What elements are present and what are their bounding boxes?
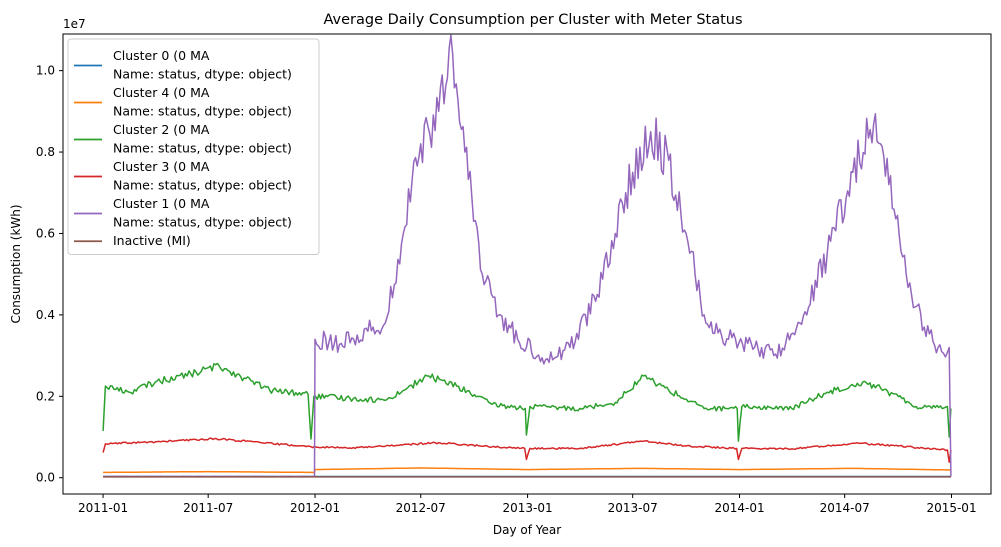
legend-label: Cluster 2 (0 MA Name: status, dtype: obje…: [113, 122, 292, 156]
legend-label: Cluster 0 (0 MA Name: status, dtype: obje…: [113, 48, 292, 82]
x-tick-label: 2012-01: [290, 501, 340, 515]
x-tick-label: 2015-01: [926, 501, 976, 515]
legend-label: Inactive (MI): [113, 233, 191, 248]
plot-area: [102, 34, 952, 478]
y-tick-label: 0.0: [36, 471, 55, 485]
x-tick-label: 2014-01: [714, 501, 764, 515]
y-tick-label: 0.6: [36, 226, 55, 240]
chart-title: Average Daily Consumption per Cluster wi…: [323, 12, 742, 28]
x-tick-label: 2012-07: [396, 501, 446, 515]
y-axis-label: Consumption (kWh): [9, 204, 23, 323]
y-tick-label: 0.4: [36, 308, 55, 322]
series-line: [102, 362, 952, 442]
x-axis: 2011-01 2011-07 2012-01 2012-07 2013-01 2013-…: [78, 494, 977, 515]
x-tick-label: 2013-07: [608, 501, 658, 515]
x-tick-label: 2014-07: [820, 501, 870, 515]
y-scale-label: 1e7: [63, 17, 86, 31]
y-tick-label: 1.0: [36, 64, 55, 78]
y-axis: 0.0 0.2 0.4 0.6 0.8 1.0: [36, 64, 63, 485]
series-line: [102, 437, 952, 463]
series-line: [103, 467, 951, 474]
y-tick-label: 0.8: [36, 145, 55, 159]
x-tick-label: 2013-01: [503, 501, 553, 515]
x-tick-label: 2011-07: [183, 501, 233, 515]
legend-label: Cluster 4 (0 MA Name: status, dtype: obje…: [113, 85, 292, 119]
legend-label: Cluster 1 (0 MA Name: status, dtype: obje…: [113, 196, 292, 230]
legend-box: [67, 38, 320, 255]
x-tick-label: 2011-01: [78, 501, 128, 515]
x-axis-label: Day of Year: [493, 523, 561, 537]
plot-frame: [62, 33, 992, 495]
y-tick-label: 0.2: [36, 389, 55, 403]
legend-label: Cluster 3 (0 MA Name: status, dtype: obje…: [113, 159, 292, 193]
legend: Cluster 0 (0 MA Name: status, dtype: obje…: [67, 38, 320, 255]
